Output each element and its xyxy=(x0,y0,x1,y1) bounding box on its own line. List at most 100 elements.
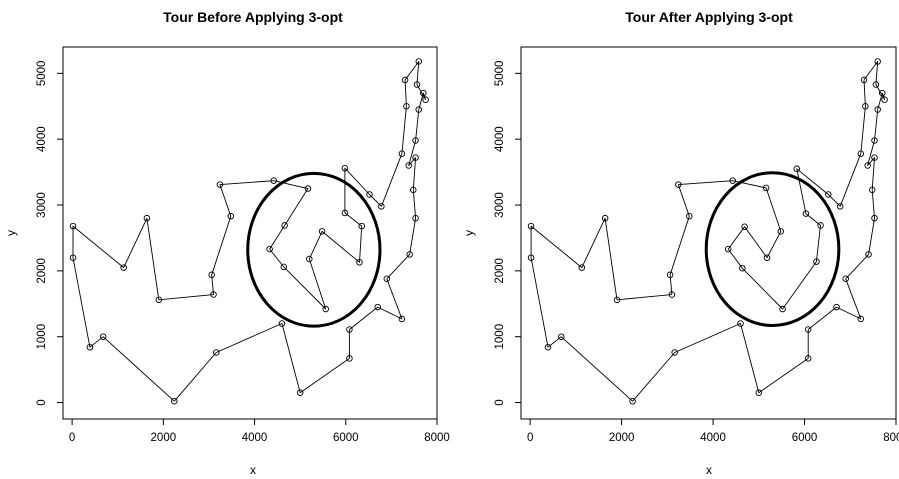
x-tick-label: 8000 xyxy=(883,432,899,444)
city-point xyxy=(86,343,94,351)
y-tick-label: 0 xyxy=(36,399,48,405)
city-point xyxy=(613,296,621,304)
city-point xyxy=(306,255,313,263)
city-point xyxy=(410,186,417,194)
city-point xyxy=(69,254,77,261)
x-tick-label: 4000 xyxy=(700,432,726,444)
city-point xyxy=(280,263,288,271)
city-point xyxy=(322,305,329,313)
city-point xyxy=(872,81,880,88)
city-point xyxy=(817,222,824,229)
x-tick-label: 6000 xyxy=(333,432,359,444)
city-point xyxy=(857,150,865,157)
city-point xyxy=(341,164,349,172)
y-axis-label: y xyxy=(462,230,476,236)
city-point xyxy=(296,389,304,396)
city-point xyxy=(413,81,421,88)
city-point xyxy=(415,106,423,113)
city-point xyxy=(398,315,406,323)
city-point xyxy=(266,245,273,253)
city-point xyxy=(881,96,888,103)
city-point xyxy=(99,333,107,340)
city-point xyxy=(69,222,77,230)
city-point xyxy=(216,181,224,188)
city-point xyxy=(378,203,385,210)
city-point xyxy=(802,210,810,217)
y-tick-label: 2000 xyxy=(36,258,48,284)
city-point xyxy=(346,326,353,333)
city-point xyxy=(833,303,840,311)
y-tick-label: 4000 xyxy=(494,126,506,152)
city-point xyxy=(155,296,163,304)
x-tick-label: 4000 xyxy=(242,432,268,444)
city-point xyxy=(171,397,178,405)
city-point xyxy=(874,58,881,65)
panel-after: Tour After Applying 3-opt 0 2000 4000 6000 80… xyxy=(462,9,899,477)
city-point xyxy=(341,209,349,217)
city-point xyxy=(842,275,849,283)
tour-path xyxy=(72,61,427,402)
city-point xyxy=(777,228,785,235)
city-point xyxy=(415,58,423,65)
city-point xyxy=(208,271,215,279)
city-point xyxy=(724,245,732,253)
city-point xyxy=(860,76,868,84)
city-point xyxy=(857,315,865,323)
city-point xyxy=(318,228,326,235)
city-point xyxy=(270,177,277,184)
city-point xyxy=(366,191,373,198)
city-point xyxy=(739,264,746,272)
city-point xyxy=(412,214,419,222)
city-point xyxy=(281,222,288,229)
city-point xyxy=(666,271,674,279)
city-point xyxy=(578,264,586,271)
city-point xyxy=(212,349,220,356)
city-point xyxy=(871,154,878,161)
city-point xyxy=(871,137,878,144)
city-point xyxy=(737,320,744,327)
city-point xyxy=(879,89,886,97)
y-tick-label: 1000 xyxy=(494,324,506,350)
city-point xyxy=(729,177,736,184)
y-tick-label: 1000 xyxy=(36,324,48,350)
y-axis-label: y xyxy=(4,230,18,236)
city-point xyxy=(668,291,676,298)
city-point xyxy=(412,154,419,161)
city-point xyxy=(862,103,869,110)
x-tick-label: 0 xyxy=(527,432,533,444)
x-tick-label: 6000 xyxy=(792,432,818,444)
city-point xyxy=(671,349,678,356)
city-point xyxy=(868,186,876,194)
tour-path xyxy=(530,61,886,402)
city-point xyxy=(527,254,535,261)
city-point xyxy=(346,355,353,362)
city-point xyxy=(793,165,801,173)
city-point xyxy=(825,191,832,198)
plot-frame xyxy=(520,46,897,420)
city-point xyxy=(403,103,410,110)
city-point xyxy=(401,76,409,84)
x-tick-label: 2000 xyxy=(609,432,635,444)
city-point xyxy=(675,181,682,188)
x-tick-label: 2000 xyxy=(151,432,177,444)
y-tick-label: 3000 xyxy=(36,192,48,218)
city-point xyxy=(544,343,552,351)
city-point xyxy=(120,264,127,271)
chart-title: Tour Before Applying 3-opt xyxy=(163,9,343,25)
city-point xyxy=(527,222,535,230)
city-point xyxy=(210,291,217,298)
city-point xyxy=(374,303,381,311)
city-point xyxy=(383,275,391,283)
plot-frame xyxy=(62,46,438,420)
city-point xyxy=(557,333,565,340)
city-point xyxy=(406,251,413,258)
x-axis-label: x xyxy=(250,463,256,477)
city-point xyxy=(227,212,235,220)
city-point xyxy=(278,320,286,327)
city-point xyxy=(741,223,748,230)
city-point xyxy=(358,222,365,230)
city-point xyxy=(686,212,693,220)
x-axis-label: x xyxy=(706,463,712,477)
y-tick-label: 5000 xyxy=(36,61,48,87)
